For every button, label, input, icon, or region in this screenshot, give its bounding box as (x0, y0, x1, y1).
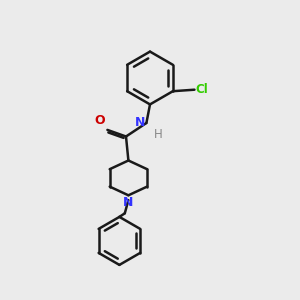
Text: N: N (123, 196, 134, 209)
Text: O: O (94, 115, 105, 128)
Text: H: H (154, 128, 163, 141)
Text: Cl: Cl (196, 82, 208, 96)
Text: N: N (134, 116, 145, 129)
